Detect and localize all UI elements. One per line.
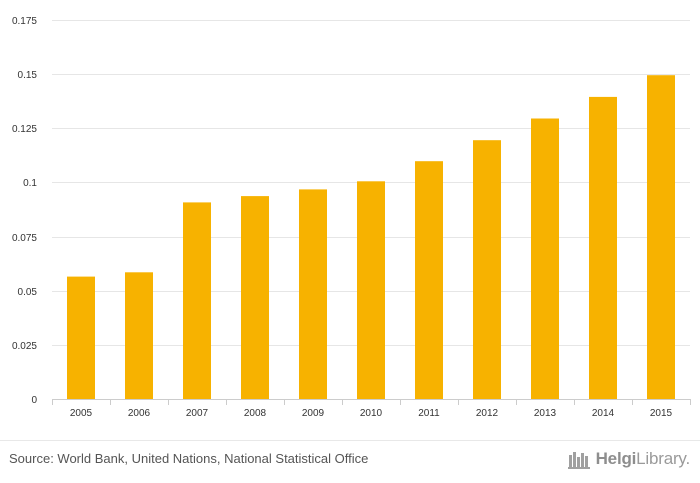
library-icon [567,452,590,469]
bar [415,161,443,399]
bar [241,196,269,399]
y-tick-label: 0.175 [12,16,37,27]
x-tick-label: 2011 [418,408,440,419]
bar [67,276,95,399]
y-tick-label: 0.075 [12,233,37,244]
x-tick-label: 2006 [128,408,151,419]
y-tick-label: 0.025 [12,341,37,352]
brand-logo[interactable]: HelgiLibrary. [567,449,691,469]
bar [125,272,153,399]
bar [183,202,211,399]
bar [357,181,385,399]
x-tick-label: 2007 [186,408,209,419]
brand-name: HelgiLibrary. [595,449,691,468]
y-tick-label: 0.1 [23,178,37,189]
x-tick-label: 2014 [592,408,615,419]
x-tick-label: 2012 [476,408,499,419]
chart-footer: Source: World Bank, United Nations, Nati… [0,440,700,483]
y-tick-label: 0.15 [18,70,38,81]
x-tick-label: 2005 [70,408,93,419]
y-tick-label: 0.125 [12,124,37,135]
bar [473,140,501,399]
x-tick-label: 2010 [360,408,383,419]
bar-chart: 0 0.025 0.05 0.075 0.1 0.125 0.15 0.175 2005 2006… [12,16,691,419]
y-tick-label: 0 [31,395,37,406]
x-tick-label: 2009 [302,408,325,419]
bar [299,189,327,399]
source-note: Source: World Bank, United Nations, Nati… [9,451,369,466]
y-tick-label: 0.05 [18,287,38,298]
bar [531,118,559,399]
x-tick-label: 2013 [534,408,557,419]
x-tick-label: 2015 [650,408,673,419]
bar [647,75,675,399]
x-tick-label: 2008 [244,408,267,419]
bar [589,96,617,400]
